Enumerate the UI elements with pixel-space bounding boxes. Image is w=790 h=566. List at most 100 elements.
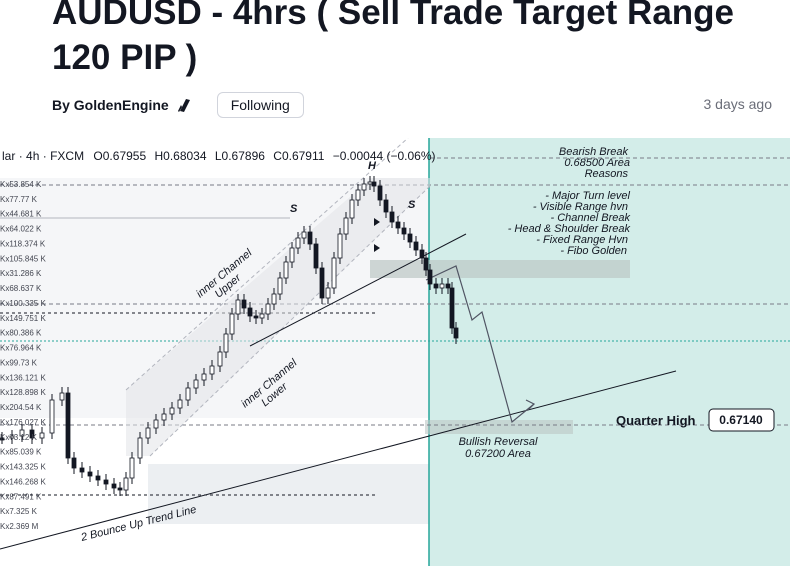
reason-5: - Fixed Range Hvn xyxy=(536,234,628,246)
candle-body xyxy=(169,407,175,415)
note-bullish-area: 0.67200 Area xyxy=(465,448,531,460)
ohlc-open: O0.67955 xyxy=(93,149,146,163)
volume-label: Kx53.854 K xyxy=(0,180,42,189)
candle-body xyxy=(117,487,123,491)
candle-body xyxy=(265,303,271,315)
candle-body xyxy=(193,379,199,389)
lower-range-band xyxy=(148,464,430,524)
candle-body xyxy=(325,287,331,299)
volume-label: Kx143.325 K xyxy=(0,463,46,472)
candle-body xyxy=(271,293,277,305)
reason-2: - Visible Range hvn xyxy=(533,201,628,213)
candle-body xyxy=(383,199,389,213)
candle-body xyxy=(367,181,373,185)
pencil-icon xyxy=(177,99,190,112)
candle-body xyxy=(361,183,367,191)
volume-label: Kx68.637 K xyxy=(0,284,42,293)
candle-body xyxy=(253,315,259,319)
channel-upper-line xyxy=(125,138,409,391)
pattern-right-shoulder-label: S xyxy=(408,199,416,211)
chart-area[interactable]: Kx53.854 K Kx77.77 K Kx44.681 K Kx64.022 K K… xyxy=(0,138,790,566)
candle-body xyxy=(153,419,159,429)
post-title: AUDUSD - 4hrs ( Sell Trade Target Range … xyxy=(52,0,735,77)
candle-body xyxy=(295,237,301,249)
volume-profile-labels: Kx53.854 K Kx77.77 K Kx44.681 K Kx64.022 K K… xyxy=(0,180,46,531)
candlestick-series xyxy=(0,176,459,496)
exchange: FXCM xyxy=(50,149,84,163)
reason-3: - Channel Break xyxy=(551,212,631,224)
candle-body xyxy=(209,365,215,375)
price-chart[interactable]: Kx53.854 K Kx77.77 K Kx44.681 K Kx64.022 K K… xyxy=(0,138,790,566)
candle-body xyxy=(145,427,151,439)
author-byline[interactable]: By GoldenEngine xyxy=(52,97,169,113)
volume-label: Kx73.12 K xyxy=(0,433,38,442)
candle-body xyxy=(283,261,289,279)
marker-arrow-1 xyxy=(374,218,380,226)
volume-label: Kx2.369 M xyxy=(0,522,39,531)
candle-body xyxy=(71,457,77,469)
separator-1: · xyxy=(19,149,26,163)
candle-body xyxy=(401,227,407,235)
inner-channel-lower-line xyxy=(249,233,467,347)
volume-label: Kx204.54 K xyxy=(0,403,42,412)
reason-6: - Fibo Golden xyxy=(560,245,627,257)
interval: 4h xyxy=(26,149,39,163)
ohlc-close: C0.67911 xyxy=(273,149,324,163)
candle-body xyxy=(453,327,459,339)
projection-path xyxy=(425,265,535,424)
candle-body xyxy=(59,392,65,401)
pattern-left-shoulder-label: S xyxy=(290,203,298,215)
symbol-prefix: lar xyxy=(2,149,15,163)
candle-body xyxy=(331,257,337,289)
candle-body xyxy=(87,471,93,477)
candle-body xyxy=(129,457,135,479)
rising-channel xyxy=(126,178,430,456)
channel-lower-line xyxy=(149,185,431,457)
candle-body xyxy=(423,257,429,271)
candle-body xyxy=(185,387,191,401)
note-reasons: Reasons xyxy=(585,168,629,180)
note-bearish-area: 0.68500 Area xyxy=(564,157,630,169)
volume-label: Kx64.022 K xyxy=(0,225,42,234)
candle-body xyxy=(9,435,15,439)
projection-zone xyxy=(429,138,790,566)
candle-body xyxy=(217,351,223,367)
candle-body xyxy=(177,399,183,409)
candle-body xyxy=(137,437,143,459)
volume-label: Kx31.286 K xyxy=(0,269,42,278)
follow-button[interactable]: Following xyxy=(216,92,304,118)
candle-body xyxy=(445,283,451,289)
candle-body xyxy=(433,283,439,289)
candle-body xyxy=(355,189,361,201)
volume-label: Kx44.681 K xyxy=(0,210,42,219)
candle-body xyxy=(223,333,229,353)
candle-body xyxy=(49,399,55,434)
trend-line xyxy=(0,370,677,550)
candle-body xyxy=(343,217,349,235)
candle-body xyxy=(277,277,283,295)
candle-body xyxy=(389,211,395,223)
pattern-head-label: H xyxy=(368,160,377,172)
candle-body xyxy=(39,432,45,439)
author-name[interactable]: GoldenEngine xyxy=(73,97,169,113)
reason-4: - Head & Shoulder Break xyxy=(508,223,631,235)
projection-arrow-head xyxy=(525,399,536,411)
candle-body xyxy=(247,307,253,317)
candle-body xyxy=(241,299,247,309)
volume-label: Kx100.335 K xyxy=(0,299,46,308)
candle-body xyxy=(201,373,207,381)
volume-label: Kx76.964 K xyxy=(0,344,42,353)
volume-label: Kx149.751 K xyxy=(0,314,46,323)
candle-body xyxy=(79,467,85,473)
post-time: 3 days ago xyxy=(703,96,773,112)
note-bearish-break: Bearish Break xyxy=(559,146,629,158)
candle-body xyxy=(427,269,433,285)
candle-body xyxy=(337,233,343,259)
volume-label: Kx176.027 K xyxy=(0,418,46,427)
candle-body xyxy=(111,483,117,489)
by-label: By xyxy=(52,97,70,113)
volume-label: Kx7.325 K xyxy=(0,507,38,516)
volume-label: Kx80.386 K xyxy=(0,329,42,338)
marker-arrow-2 xyxy=(374,244,380,252)
candle-body xyxy=(301,231,307,239)
